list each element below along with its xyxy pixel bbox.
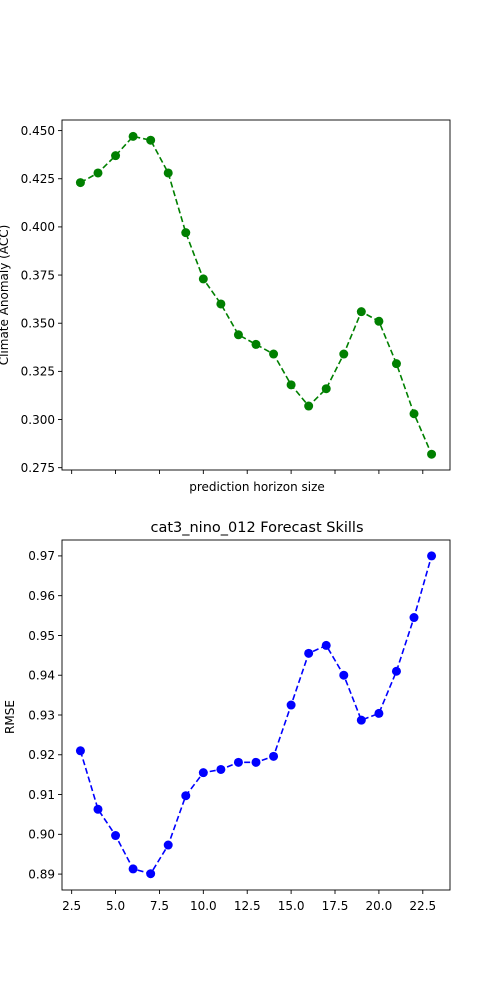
data-point bbox=[163, 168, 173, 178]
acc-chart: Climate Anomaly (ACC) prediction horizon… bbox=[0, 119, 451, 494]
x-tick-label: 12.5 bbox=[234, 899, 261, 913]
data-point bbox=[391, 359, 401, 369]
data-point bbox=[269, 751, 279, 761]
data-point bbox=[216, 299, 226, 309]
data-point bbox=[111, 831, 121, 841]
y-tick-label: 0.97 bbox=[28, 549, 55, 563]
data-point bbox=[181, 228, 191, 238]
data-point bbox=[233, 757, 243, 767]
plot-frame bbox=[61, 539, 451, 891]
data-point bbox=[409, 613, 419, 623]
y-tick-label: 0.89 bbox=[28, 867, 55, 881]
data-point bbox=[146, 135, 156, 145]
data-point bbox=[181, 791, 191, 801]
y-tick-label: 0.94 bbox=[28, 669, 55, 683]
y-tick-label: 0.93 bbox=[28, 708, 55, 722]
data-point bbox=[286, 380, 296, 390]
data-point bbox=[304, 401, 314, 411]
data-point bbox=[321, 384, 331, 394]
data-point bbox=[75, 178, 85, 188]
data-point bbox=[93, 804, 103, 814]
data-point bbox=[374, 708, 384, 718]
x-axis-label: prediction horizon size bbox=[189, 480, 325, 494]
data-point bbox=[339, 349, 349, 359]
data-point bbox=[409, 409, 419, 419]
data-point bbox=[111, 151, 121, 161]
data-point bbox=[93, 168, 103, 178]
rmse-chart: cat3_nino_012 Forecast Skills RMSE 0.89 0… bbox=[3, 520, 451, 913]
series-line bbox=[80, 135, 433, 455]
y-tick-label: 0.95 bbox=[28, 629, 55, 643]
x-tick-label: 22.5 bbox=[409, 899, 436, 913]
data-point bbox=[304, 648, 314, 658]
x-tick-label: 2.5 bbox=[62, 899, 81, 913]
plot-frame bbox=[61, 119, 451, 471]
data-point bbox=[198, 274, 208, 284]
x-tick-label: 5.0 bbox=[106, 899, 125, 913]
y-tick-label: 0.375 bbox=[21, 268, 55, 282]
data-point bbox=[128, 131, 138, 141]
data-point bbox=[356, 307, 366, 317]
data-point bbox=[427, 449, 437, 459]
data-point bbox=[146, 869, 156, 879]
data-point bbox=[198, 768, 208, 778]
data-point bbox=[286, 700, 296, 710]
y-tick-label: 0.92 bbox=[28, 748, 55, 762]
data-point bbox=[339, 670, 349, 680]
data-point bbox=[251, 757, 261, 767]
data-point bbox=[163, 840, 173, 850]
y-tick-label: 0.350 bbox=[21, 317, 55, 331]
y-tick-label: 0.400 bbox=[21, 220, 55, 234]
data-point bbox=[75, 746, 85, 756]
y-axis-label: Climate Anomaly (ACC) bbox=[0, 225, 11, 366]
data-point bbox=[128, 864, 138, 874]
data-point bbox=[233, 330, 243, 340]
y-tick-label: 0.275 bbox=[21, 461, 55, 475]
y-tick-label: 0.90 bbox=[28, 828, 55, 842]
data-point bbox=[216, 764, 226, 774]
chart-title: cat3_nino_012 Forecast Skills bbox=[150, 520, 363, 536]
data-point bbox=[269, 349, 279, 359]
data-point bbox=[251, 339, 261, 349]
x-tick-label: 15.0 bbox=[278, 899, 305, 913]
y-tick-label: 0.300 bbox=[21, 413, 55, 427]
data-point bbox=[391, 666, 401, 676]
data-point bbox=[374, 316, 384, 326]
y-tick-label: 0.325 bbox=[21, 365, 55, 379]
x-tick-label: 20.0 bbox=[366, 899, 393, 913]
x-tick-label: 17.5 bbox=[322, 899, 349, 913]
data-point bbox=[427, 551, 437, 561]
data-point bbox=[321, 640, 331, 650]
y-tick-label: 0.450 bbox=[21, 124, 55, 138]
y-tick-label: 0.91 bbox=[28, 788, 55, 802]
y-tick-label: 0.96 bbox=[28, 589, 55, 603]
x-tick-label: 10.0 bbox=[190, 899, 217, 913]
data-point bbox=[356, 715, 366, 725]
x-tick-label: 7.5 bbox=[150, 899, 169, 913]
y-axis-label: RMSE bbox=[3, 700, 17, 734]
y-tick-label: 0.425 bbox=[21, 172, 55, 186]
